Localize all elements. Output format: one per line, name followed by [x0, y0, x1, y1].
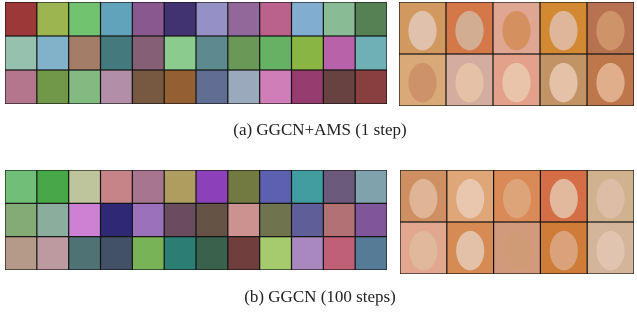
- sample-image: [133, 204, 164, 236]
- face-shape: [596, 63, 624, 103]
- sample-image: [133, 3, 164, 36]
- sample-image: [228, 3, 259, 36]
- sample-image: [228, 204, 259, 236]
- sample-image: [260, 171, 291, 203]
- sample-image: [165, 37, 196, 70]
- face-shape: [503, 231, 531, 271]
- sample-image: [324, 204, 355, 236]
- sample-image: [197, 237, 228, 269]
- sample-image: [133, 237, 164, 269]
- face-shape: [502, 11, 530, 51]
- face-shape: [456, 231, 484, 271]
- sample-image: [37, 3, 68, 36]
- sample-image: [260, 37, 291, 70]
- face-shape: [456, 179, 484, 219]
- sample-image: [37, 237, 68, 269]
- face-shape: [503, 179, 531, 219]
- sample-image: [197, 3, 228, 36]
- sample-image: [292, 37, 323, 70]
- sample-image: [197, 37, 228, 70]
- sample-image: [228, 171, 259, 203]
- sample-image: [69, 171, 100, 203]
- sample-image: [356, 71, 387, 104]
- sample-image: [356, 3, 387, 36]
- sample-image: [324, 71, 355, 104]
- figure: (a) GGCN+AMS (1 step) (b) GGCN (100 step…: [0, 0, 637, 314]
- sample-image: [101, 204, 132, 236]
- sample-image: [197, 171, 228, 203]
- sample-image: [6, 37, 37, 70]
- sample-image: [69, 237, 100, 269]
- sample-image: [324, 237, 355, 269]
- sample-image: [228, 237, 259, 269]
- sample-image: [69, 71, 100, 104]
- sample-image: [37, 171, 68, 203]
- caption: (a) GGCN+AMS (1 step): [233, 120, 406, 139]
- sample-image: [133, 171, 164, 203]
- sample-image: [6, 204, 37, 236]
- sample-image: [324, 37, 355, 70]
- sample-image: [292, 204, 323, 236]
- face-shape: [597, 179, 625, 219]
- sample-image: [292, 237, 323, 269]
- sample-image: [324, 171, 355, 203]
- face-shape: [409, 231, 437, 271]
- face-shape: [596, 11, 624, 51]
- sample-image: [165, 204, 196, 236]
- sample-image: [37, 71, 68, 104]
- sample-image: [69, 37, 100, 70]
- face-shape: [455, 63, 483, 103]
- face-shape: [549, 63, 577, 103]
- sample-image: [228, 71, 259, 104]
- sample-image: [101, 37, 132, 70]
- sample-image: [37, 204, 68, 236]
- sample-image: [69, 3, 100, 36]
- sample-image: [228, 37, 259, 70]
- sample-image: [101, 171, 132, 203]
- sample-image: [324, 3, 355, 36]
- sample-image: [356, 237, 387, 269]
- sample-image: [292, 171, 323, 203]
- sample-image: [165, 237, 196, 269]
- sample-image: [101, 3, 132, 36]
- face-shape: [408, 63, 436, 103]
- sample-image: [6, 71, 37, 104]
- sample-image: [165, 171, 196, 203]
- sample-image: [69, 204, 100, 236]
- page: (a) GGCN+AMS (1 step) (b) GGCN (100 step…: [0, 0, 637, 314]
- sample-image: [6, 3, 37, 36]
- sample-image: [260, 71, 291, 104]
- sample-image: [197, 204, 228, 236]
- sample-image: [6, 171, 37, 203]
- sample-image: [101, 237, 132, 269]
- face-shape: [408, 11, 436, 51]
- sample-image: [356, 204, 387, 236]
- sample-image: [133, 37, 164, 70]
- sample-image: [165, 71, 196, 104]
- sample-image: [356, 171, 387, 203]
- sample-image: [197, 71, 228, 104]
- sample-image: [260, 204, 291, 236]
- sample-image: [292, 3, 323, 36]
- sample-image: [133, 71, 164, 104]
- caption: (b) GGCN (100 steps): [244, 287, 396, 306]
- face-shape: [455, 11, 483, 51]
- face-shape: [502, 63, 530, 103]
- face-shape: [549, 11, 577, 51]
- face-shape: [597, 231, 625, 271]
- sample-image: [356, 37, 387, 70]
- face-shape: [550, 231, 578, 271]
- sample-image: [37, 37, 68, 70]
- sample-image: [260, 3, 291, 36]
- sample-image: [6, 237, 37, 269]
- face-shape: [409, 179, 437, 219]
- face-shape: [550, 179, 578, 219]
- sample-image: [165, 3, 196, 36]
- sample-image: [260, 237, 291, 269]
- sample-image: [292, 71, 323, 104]
- sample-image: [101, 71, 132, 104]
